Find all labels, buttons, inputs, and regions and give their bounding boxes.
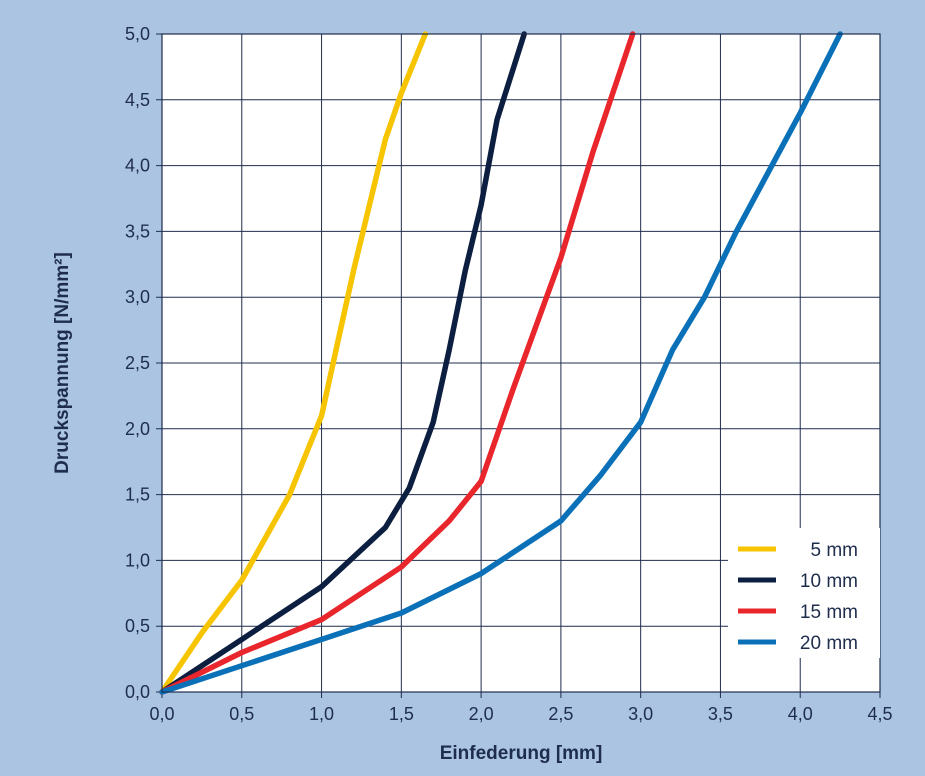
y-tick-label: 3,0 [125,287,150,307]
y-tick-label: 4,5 [125,90,150,110]
y-tick-label: 2,0 [125,419,150,439]
series-line-15mm [159,31,636,695]
legend-label: 5 mm [811,540,859,561]
y-tick-label: 4,0 [125,156,150,176]
x-tick-label: 0,5 [229,704,254,724]
x-tick-label: 1,0 [309,704,334,724]
legend-label: 15 mm [800,602,858,623]
x-tick-label: 4,0 [788,704,813,724]
y-tick-label: 3,5 [125,221,150,241]
x-tick-label: 3,0 [628,704,653,724]
plot-frame [161,33,881,693]
x-tick-label: 2,0 [469,704,494,724]
x-tick-label: 4,5 [867,704,892,724]
y-tick-label: 1,5 [125,485,150,505]
x-tick-label: 1,5 [389,704,414,724]
series-lines [159,31,843,695]
y-axis-label: Druckspannung [N/mm²] [52,252,73,474]
x-tick-label: 0,0 [149,704,174,724]
y-tick-label: 2,5 [125,353,150,373]
series-line-10mm [159,31,527,695]
axes: 0,0 0,5 1,0 1,5 2,0 2,5 3,0 3,5 4,0 4,5 0,0 0,5 1,0 1… [125,24,893,724]
y-tick-label: 0,0 [125,682,150,702]
y-tick-label: 0,5 [125,616,150,636]
x-axis-label: Einfederung [mm] [440,743,603,764]
series-line-20mm [159,31,843,695]
x-tick-label: 2,5 [548,704,573,724]
legend-label: 20 mm [800,633,858,654]
y-tick-label: 5,0 [125,24,150,44]
y-tick-label: 1,0 [125,550,150,570]
legend: 5 mm 10 mm 15 mm 20 mm [728,528,880,658]
x-tick-label: 3,5 [708,704,733,724]
legend-label: 10 mm [800,571,858,592]
series-line-5mm [159,31,429,695]
